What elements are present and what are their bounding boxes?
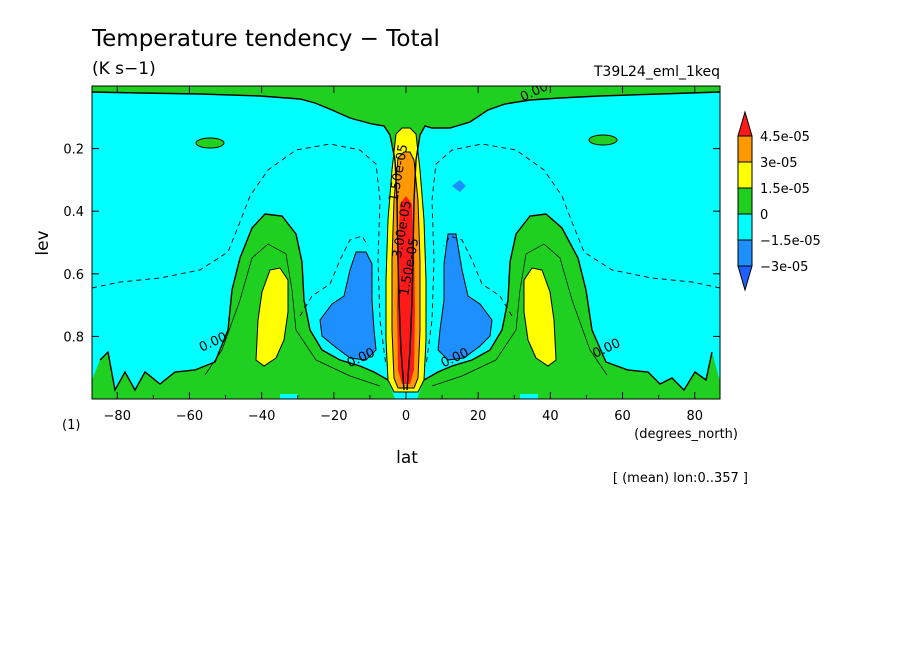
field-neg2-right	[438, 234, 492, 360]
contour-pos1-column	[385, 127, 427, 393]
field-neg2-small	[452, 180, 466, 192]
contour-pos1-left-oval	[255, 267, 289, 367]
x-axis: −80 −60 −40 −20 0 20 40 60 80	[104, 86, 703, 424]
plot-area: 0.001.50e-053.00e-051.50e-050.000.00 0.00…	[92, 86, 720, 399]
y-axis-title: lev	[33, 230, 53, 255]
contour-zero-top-right	[406, 91, 720, 391]
contour-lines	[92, 91, 720, 393]
x-tick-label: 0	[402, 409, 410, 424]
panel-label: (1)	[62, 418, 80, 433]
colorbar-label: −1.5e-05	[760, 234, 821, 249]
colorbar-box	[737, 187, 753, 215]
y-axis: 0.2 0.4 0.6 0.8	[63, 143, 720, 345]
colorbar-box	[737, 135, 753, 163]
field-neg1-pocket-right	[520, 394, 538, 399]
colorbar-label: 0	[760, 208, 768, 223]
run-id-label: T39L24_eml_1keq	[593, 64, 720, 80]
x-axis-title: lat	[396, 448, 418, 468]
x-tick-label: 60	[614, 409, 631, 424]
field-neg2-left	[320, 252, 376, 360]
x-tick-label: −60	[176, 409, 203, 424]
contour-neg2-right	[437, 233, 493, 361]
x-tick-label: 20	[470, 409, 487, 424]
contour-zero-right-plume	[423, 213, 713, 392]
x-tick-label: −20	[320, 409, 347, 424]
field-zero-blob-left	[196, 138, 224, 148]
contour-thin-left	[204, 243, 381, 387]
colorbar: 4.5e-05 3e-05 1.5e-05 0 −1.5e-05 −3e-05	[737, 110, 821, 292]
contour-pos2-column	[391, 151, 421, 389]
contour-zero-top	[92, 91, 405, 391]
field-pos1-left-oval	[256, 268, 288, 366]
colorbar-bottom-arrow	[737, 265, 753, 292]
x-tick-label: 40	[542, 409, 559, 424]
contour-zero-left-plume	[99, 213, 389, 393]
y-tick-label: 0.2	[63, 143, 84, 158]
units-label: (K s−1)	[92, 59, 156, 79]
colorbar-top-arrow	[737, 110, 753, 137]
field-neg1-pocket-left	[280, 394, 298, 399]
field-pos1-right-oval	[524, 268, 556, 366]
y-tick-label: 0.6	[63, 268, 84, 283]
x-unit-label: (degrees_north)	[634, 427, 738, 442]
x-tick-label: 80	[686, 409, 703, 424]
contour-thin-right	[431, 243, 608, 387]
field-zero-left-plume	[92, 214, 395, 399]
colorbar-label: 1.5e-05	[760, 182, 810, 197]
x-tick-label: −40	[248, 409, 275, 424]
x-tick-label: −80	[104, 409, 131, 424]
colorbar-box	[737, 213, 753, 241]
colorbar-label: 4.5e-05	[760, 130, 810, 145]
footer-note: [ (mean) lon:0..357 ]	[613, 471, 748, 486]
contour-pos1-right-oval	[523, 267, 557, 367]
contour-blob-right	[588, 134, 618, 146]
field-zero-right-plume	[417, 214, 720, 399]
colorbar-box	[737, 239, 753, 267]
field-zero-blob-right	[589, 135, 617, 145]
colorbar-label: −3e-05	[760, 260, 808, 275]
colorbar-box	[737, 161, 753, 189]
y-tick-label: 0.8	[63, 330, 84, 345]
contour-blob-left	[195, 137, 225, 149]
colorbar-label: 3e-05	[760, 156, 798, 171]
chart-title: Temperature tendency − Total	[91, 26, 440, 52]
y-tick-label: 0.4	[63, 205, 84, 220]
contour-neg2-left	[319, 251, 377, 361]
